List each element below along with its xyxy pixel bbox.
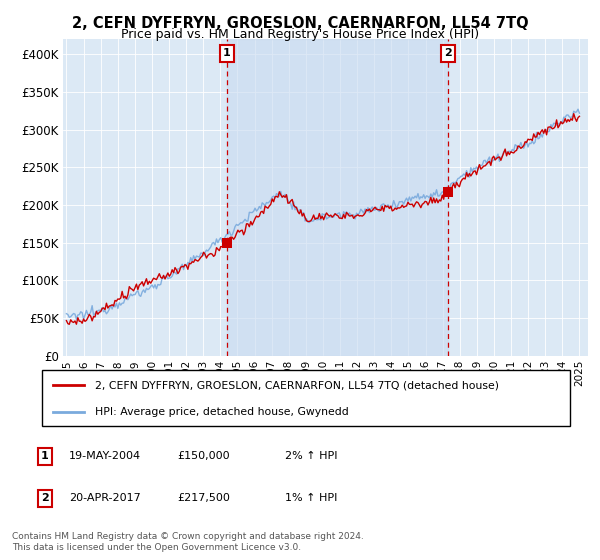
Text: 1: 1 xyxy=(41,451,49,461)
Bar xyxy=(227,39,448,356)
Text: HPI: Average price, detached house, Gwynedd: HPI: Average price, detached house, Gwyn… xyxy=(95,407,349,417)
Text: 1: 1 xyxy=(223,48,231,58)
Text: 2: 2 xyxy=(444,48,452,58)
FancyBboxPatch shape xyxy=(42,370,570,426)
Text: 19-MAY-2004: 19-MAY-2004 xyxy=(69,451,141,461)
Text: 20-APR-2017: 20-APR-2017 xyxy=(69,493,141,503)
Text: 2% ↑ HPI: 2% ↑ HPI xyxy=(285,451,337,461)
Text: 2, CEFN DYFFRYN, GROESLON, CAERNARFON, LL54 7TQ (detached house): 2, CEFN DYFFRYN, GROESLON, CAERNARFON, L… xyxy=(95,380,499,390)
Text: This data is licensed under the Open Government Licence v3.0.: This data is licensed under the Open Gov… xyxy=(12,543,301,552)
Text: 1% ↑ HPI: 1% ↑ HPI xyxy=(285,493,337,503)
Text: 2, CEFN DYFFRYN, GROESLON, CAERNARFON, LL54 7TQ: 2, CEFN DYFFRYN, GROESLON, CAERNARFON, L… xyxy=(71,16,529,31)
Text: £217,500: £217,500 xyxy=(177,493,230,503)
Text: 2: 2 xyxy=(41,493,49,503)
Text: £150,000: £150,000 xyxy=(177,451,230,461)
Text: Price paid vs. HM Land Registry's House Price Index (HPI): Price paid vs. HM Land Registry's House … xyxy=(121,28,479,41)
Text: Contains HM Land Registry data © Crown copyright and database right 2024.: Contains HM Land Registry data © Crown c… xyxy=(12,532,364,541)
